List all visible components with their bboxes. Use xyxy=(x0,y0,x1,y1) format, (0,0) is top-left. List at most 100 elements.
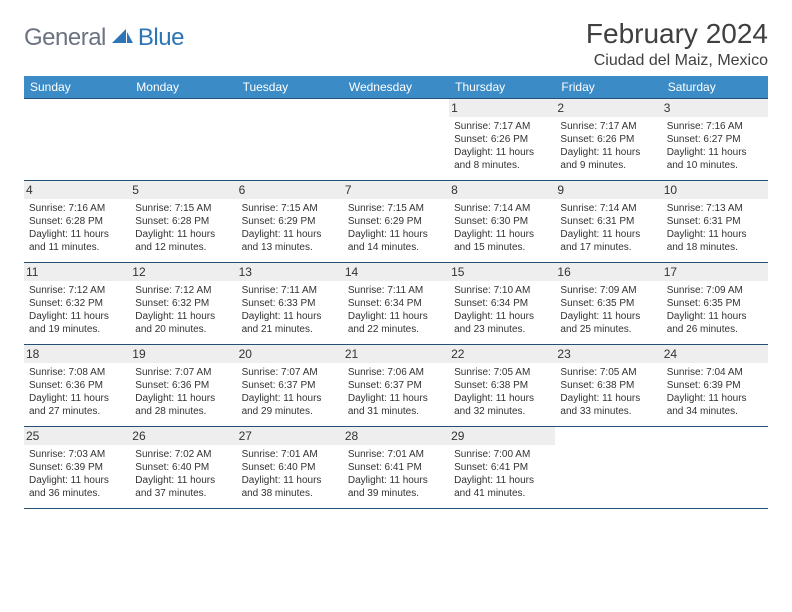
day-detail: Sunrise: 7:10 AMSunset: 6:34 PMDaylight:… xyxy=(454,284,550,336)
calendar-day: 23 Sunrise: 7:05 AMSunset: 6:38 PMDayligh… xyxy=(555,345,661,427)
day-number: 6 xyxy=(237,181,343,199)
sunset-line: Sunset: 6:28 PM xyxy=(29,215,125,228)
sunrise-line: Sunrise: 7:09 AM xyxy=(560,284,656,297)
day-number: 16 xyxy=(555,263,661,281)
sunrise-line: Sunrise: 7:17 AM xyxy=(454,120,550,133)
calendar-day-empty xyxy=(237,99,343,181)
day-number: 9 xyxy=(555,181,661,199)
sunrise-line: Sunrise: 7:09 AM xyxy=(667,284,763,297)
weekday-header: Wednesday xyxy=(343,76,449,99)
sunrise-line: Sunrise: 7:15 AM xyxy=(242,202,338,215)
sunrise-line: Sunrise: 7:16 AM xyxy=(29,202,125,215)
sunrise-line: Sunrise: 7:13 AM xyxy=(667,202,763,215)
day-detail: Sunrise: 7:06 AMSunset: 6:37 PMDaylight:… xyxy=(348,366,444,418)
day-number: 29 xyxy=(449,427,555,445)
day-number: 4 xyxy=(24,181,130,199)
day-detail: Sunrise: 7:17 AMSunset: 6:26 PMDaylight:… xyxy=(454,120,550,172)
day-detail: Sunrise: 7:05 AMSunset: 6:38 PMDaylight:… xyxy=(560,366,656,418)
calendar-week: 1Sunrise: 7:17 AMSunset: 6:26 PMDaylight… xyxy=(24,99,768,181)
calendar-day: 28Sunrise: 7:01 AMSunset: 6:41 PMDayligh… xyxy=(343,427,449,509)
sunset-line: Sunset: 6:31 PM xyxy=(667,215,763,228)
logo: General Blue xyxy=(24,18,184,52)
day-detail: Sunrise: 7:14 AMSunset: 6:30 PMDaylight:… xyxy=(454,202,550,254)
day-detail: Sunrise: 7:09 AMSunset: 6:35 PMDaylight:… xyxy=(560,284,656,336)
calendar-day-empty xyxy=(130,99,236,181)
calendar-body: 1Sunrise: 7:17 AMSunset: 6:26 PMDaylight… xyxy=(24,99,768,509)
daylight-line: Daylight: 11 hours and 28 minutes. xyxy=(135,392,231,418)
calendar-week: 25Sunrise: 7:03 AMSunset: 6:39 PMDayligh… xyxy=(24,427,768,509)
day-detail: Sunrise: 7:00 AMSunset: 6:41 PMDaylight:… xyxy=(454,448,550,500)
calendar-day: 20Sunrise: 7:07 AMSunset: 6:37 PMDayligh… xyxy=(237,345,343,427)
day-detail: Sunrise: 7:15 AMSunset: 6:29 PMDaylight:… xyxy=(348,202,444,254)
daylight-line: Daylight: 11 hours and 23 minutes. xyxy=(454,310,550,336)
day-number: 7 xyxy=(343,181,449,199)
daylight-line: Daylight: 11 hours and 33 minutes. xyxy=(560,392,656,418)
calendar-day: 6 Sunrise: 7:15 AMSunset: 6:29 PMDaylight… xyxy=(237,181,343,263)
calendar-head: SundayMondayTuesdayWednesdayThursdayFrid… xyxy=(24,76,768,99)
sunset-line: Sunset: 6:26 PM xyxy=(560,133,656,146)
daylight-line: Daylight: 11 hours and 20 minutes. xyxy=(135,310,231,336)
calendar-day: 22Sunrise: 7:05 AMSunset: 6:38 PMDayligh… xyxy=(449,345,555,427)
day-detail: Sunrise: 7:16 AMSunset: 6:27 PMDaylight:… xyxy=(667,120,763,172)
day-detail: Sunrise: 7:15 AMSunset: 6:29 PMDaylight:… xyxy=(242,202,338,254)
calendar-day: 12 Sunrise: 7:12 AMSunset: 6:32 PMDayligh… xyxy=(130,263,236,345)
sunset-line: Sunset: 6:36 PM xyxy=(29,379,125,392)
calendar-day: 2 Sunrise: 7:17 AMSunset: 6:26 PMDaylight… xyxy=(555,99,661,181)
calendar-day: 24Sunrise: 7:04 AMSunset: 6:39 PMDayligh… xyxy=(662,345,768,427)
weekday-header: Monday xyxy=(130,76,236,99)
sunset-line: Sunset: 6:31 PM xyxy=(560,215,656,228)
title-block: February 2024 Ciudad del Maiz, Mexico xyxy=(586,18,768,70)
day-number: 15 xyxy=(449,263,555,281)
sunrise-line: Sunrise: 7:04 AM xyxy=(667,366,763,379)
sunrise-line: Sunrise: 7:15 AM xyxy=(135,202,231,215)
sunrise-line: Sunrise: 7:10 AM xyxy=(454,284,550,297)
sunset-line: Sunset: 6:36 PM xyxy=(135,379,231,392)
daylight-line: Daylight: 11 hours and 18 minutes. xyxy=(667,228,763,254)
calendar-day-empty xyxy=(24,99,130,181)
sunrise-line: Sunrise: 7:15 AM xyxy=(348,202,444,215)
month-title: February 2024 xyxy=(586,18,768,50)
sunrise-line: Sunrise: 7:07 AM xyxy=(242,366,338,379)
sunrise-line: Sunrise: 7:11 AM xyxy=(348,284,444,297)
sunset-line: Sunset: 6:26 PM xyxy=(454,133,550,146)
weekday-header: Tuesday xyxy=(237,76,343,99)
day-detail: Sunrise: 7:15 AMSunset: 6:28 PMDaylight:… xyxy=(135,202,231,254)
daylight-line: Daylight: 11 hours and 15 minutes. xyxy=(454,228,550,254)
day-detail: Sunrise: 7:08 AMSunset: 6:36 PMDaylight:… xyxy=(29,366,125,418)
calendar-day: 10Sunrise: 7:13 AMSunset: 6:31 PMDayligh… xyxy=(662,181,768,263)
calendar-day: 15 Sunrise: 7:10 AMSunset: 6:34 PMDayligh… xyxy=(449,263,555,345)
calendar-day: 3Sunrise: 7:16 AMSunset: 6:27 PMDaylight… xyxy=(662,99,768,181)
daylight-line: Daylight: 11 hours and 32 minutes. xyxy=(454,392,550,418)
day-detail: Sunrise: 7:12 AMSunset: 6:32 PMDaylight:… xyxy=(29,284,125,336)
day-number: 21 xyxy=(343,345,449,363)
sunrise-line: Sunrise: 7:12 AM xyxy=(135,284,231,297)
daylight-line: Daylight: 11 hours and 27 minutes. xyxy=(29,392,125,418)
day-number: 14 xyxy=(343,263,449,281)
calendar-day: 1Sunrise: 7:17 AMSunset: 6:26 PMDaylight… xyxy=(449,99,555,181)
day-number: 13 xyxy=(237,263,343,281)
calendar-table: SundayMondayTuesdayWednesdayThursdayFrid… xyxy=(24,76,768,509)
sunrise-line: Sunrise: 7:16 AM xyxy=(667,120,763,133)
calendar-day: 26Sunrise: 7:02 AMSunset: 6:40 PMDayligh… xyxy=(130,427,236,509)
day-number: 12 xyxy=(130,263,236,281)
sunset-line: Sunset: 6:41 PM xyxy=(348,461,444,474)
calendar-day: 13Sunrise: 7:11 AMSunset: 6:33 PMDayligh… xyxy=(237,263,343,345)
calendar-day: 21 Sunrise: 7:06 AMSunset: 6:37 PMDayligh… xyxy=(343,345,449,427)
calendar-day: 25Sunrise: 7:03 AMSunset: 6:39 PMDayligh… xyxy=(24,427,130,509)
weekday-header: Sunday xyxy=(24,76,130,99)
day-detail: Sunrise: 7:07 AMSunset: 6:36 PMDaylight:… xyxy=(135,366,231,418)
sunset-line: Sunset: 6:39 PM xyxy=(29,461,125,474)
sunset-line: Sunset: 6:38 PM xyxy=(454,379,550,392)
day-detail: Sunrise: 7:12 AMSunset: 6:32 PMDaylight:… xyxy=(135,284,231,336)
day-detail: Sunrise: 7:17 AMSunset: 6:26 PMDaylight:… xyxy=(560,120,656,172)
header-row: General Blue February 2024 Ciudad del Ma… xyxy=(24,18,768,70)
daylight-line: Daylight: 11 hours and 8 minutes. xyxy=(454,146,550,172)
sunset-line: Sunset: 6:41 PM xyxy=(454,461,550,474)
sunset-line: Sunset: 6:35 PM xyxy=(560,297,656,310)
day-number: 2 xyxy=(555,99,661,117)
day-number: 23 xyxy=(555,345,661,363)
daylight-line: Daylight: 11 hours and 26 minutes. xyxy=(667,310,763,336)
calendar-day-empty xyxy=(555,427,661,509)
sunrise-line: Sunrise: 7:01 AM xyxy=(348,448,444,461)
daylight-line: Daylight: 11 hours and 31 minutes. xyxy=(348,392,444,418)
